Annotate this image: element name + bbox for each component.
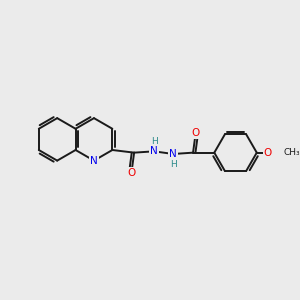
Text: N: N <box>169 149 177 159</box>
Text: H: H <box>151 137 158 146</box>
Text: O: O <box>192 128 200 138</box>
Text: N: N <box>90 156 98 166</box>
Text: CH₃: CH₃ <box>283 148 300 157</box>
Text: H: H <box>170 160 176 169</box>
Text: O: O <box>127 168 136 178</box>
Text: N: N <box>150 146 158 156</box>
Text: O: O <box>264 148 272 158</box>
